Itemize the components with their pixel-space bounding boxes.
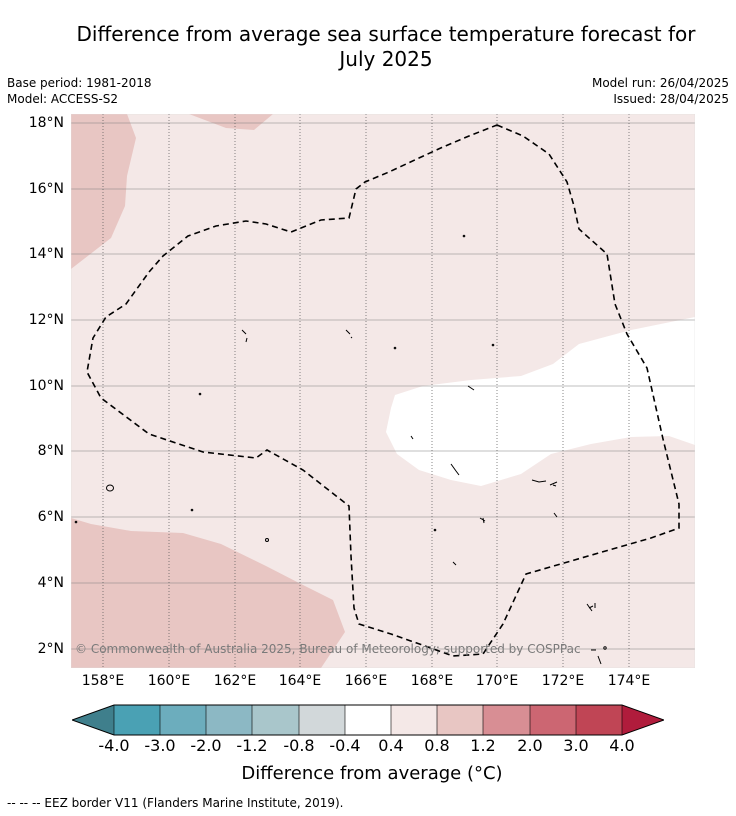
anomaly-fill-neutral-east <box>386 317 695 486</box>
colorbar-above-max <box>622 705 664 735</box>
colorbar-bin <box>206 705 252 735</box>
colorbar-bin <box>391 705 437 735</box>
island-marker <box>531 479 558 487</box>
lon-label: 172°E <box>541 673 585 689</box>
colorbar-bin <box>530 705 576 735</box>
anomaly-fill-0.8-1.2-southwest <box>71 518 345 668</box>
colorbar-bin <box>299 705 345 735</box>
lat-label: 8°N <box>37 443 64 459</box>
meta-left: Base period: 1981-2018 Model: ACCESS-S2 <box>7 75 152 107</box>
island-marker <box>345 329 353 339</box>
colorbar-bin <box>252 705 299 735</box>
lat-label: 18°N <box>28 115 64 131</box>
model-name: Model: ACCESS-S2 <box>7 92 119 106</box>
lon-label: 162°E <box>213 673 257 689</box>
island-marker <box>190 508 194 512</box>
meta-right: Model run: 26/04/2025 Issued: 28/04/2025 <box>592 75 729 107</box>
colorbar-tick: 4.0 <box>609 736 635 755</box>
colorbar-bin <box>483 705 530 735</box>
lat-label: 16°N <box>28 181 64 197</box>
eez-border <box>86 124 680 657</box>
island-marker <box>586 603 596 612</box>
island-marker <box>265 538 269 542</box>
sst-anomaly-map: © Commonwealth of Australia 2025, Bureau… <box>71 114 695 668</box>
island-marker <box>479 517 486 524</box>
colorbar-bin <box>160 705 206 735</box>
title-line-2: July 2025 <box>339 47 433 71</box>
longitude-gridlines <box>102 114 630 668</box>
lon-label: 160°E <box>147 673 191 689</box>
colorbar-bin-separators <box>113 705 623 735</box>
lon-label: 168°E <box>410 673 454 689</box>
lat-label: 10°N <box>28 378 64 394</box>
colorbar-tick: -4.0 <box>98 736 130 755</box>
lon-label: 166°E <box>344 673 388 689</box>
island-marker <box>410 435 414 440</box>
colorbar-tick: 2.0 <box>517 736 543 755</box>
island-marker <box>74 520 78 524</box>
island-marker <box>462 234 466 238</box>
island-marker <box>603 646 607 650</box>
island-marker <box>393 346 397 350</box>
lon-label: 164°E <box>278 673 322 689</box>
island-marker <box>591 649 602 665</box>
copyright-text: © Commonwealth of Australia 2025, Bureau… <box>75 642 581 656</box>
colorbar <box>72 704 664 736</box>
island-marker <box>106 484 114 492</box>
lat-label: 14°N <box>28 246 64 262</box>
islands <box>74 234 607 665</box>
island-marker <box>241 329 248 343</box>
colorbar-tick: -3.0 <box>144 736 176 755</box>
colorbar-bin <box>345 705 391 735</box>
colorbar-tick: -0.8 <box>283 736 315 755</box>
issued-date: Issued: 28/04/2025 <box>613 92 729 106</box>
island-marker <box>452 561 457 566</box>
lat-label: 2°N <box>37 641 64 657</box>
island-marker <box>198 392 202 396</box>
base-period: Base period: 1981-2018 <box>7 76 152 90</box>
lat-label: 12°N <box>28 312 64 328</box>
title-line-1: Difference from average sea surface temp… <box>76 22 696 46</box>
lat-label: 4°N <box>37 575 64 591</box>
colorbar-bin <box>437 705 483 735</box>
model-run: Model run: 26/04/2025 <box>591 76 729 90</box>
island-marker <box>553 512 558 518</box>
latitude-gridlines <box>71 122 695 650</box>
colorbar-bin <box>114 705 160 735</box>
colorbar-tick: -2.0 <box>190 736 222 755</box>
colorbar-bin <box>576 705 622 735</box>
anomaly-fill-0.8-1.2-north <box>189 114 273 130</box>
lon-label: 170°E <box>475 673 519 689</box>
island-marker <box>450 463 460 476</box>
anomaly-fill-0.8-1.2-northwest <box>71 114 136 269</box>
island-marker <box>433 528 437 532</box>
island-marker <box>491 343 495 347</box>
lon-label: 158°E <box>81 673 125 689</box>
colorbar-tick: 0.4 <box>378 736 404 755</box>
colorbar-tick: 3.0 <box>563 736 589 755</box>
colorbar-tick: -0.4 <box>329 736 361 755</box>
colorbar-tick: -1.2 <box>236 736 268 755</box>
eez-footnote: -- -- -- EEZ border V11 (Flanders Marine… <box>7 796 344 810</box>
colorbar-title: Difference from average (°C) <box>241 763 503 784</box>
colorbar-tick: 1.2 <box>470 736 496 755</box>
island-marker <box>467 385 475 391</box>
lat-label: 6°N <box>37 509 64 525</box>
colorbar-below-min <box>72 705 114 735</box>
title: Difference from average sea surface temp… <box>40 22 732 72</box>
colorbar-tick: 0.8 <box>424 736 450 755</box>
lon-label: 174°E <box>607 673 651 689</box>
